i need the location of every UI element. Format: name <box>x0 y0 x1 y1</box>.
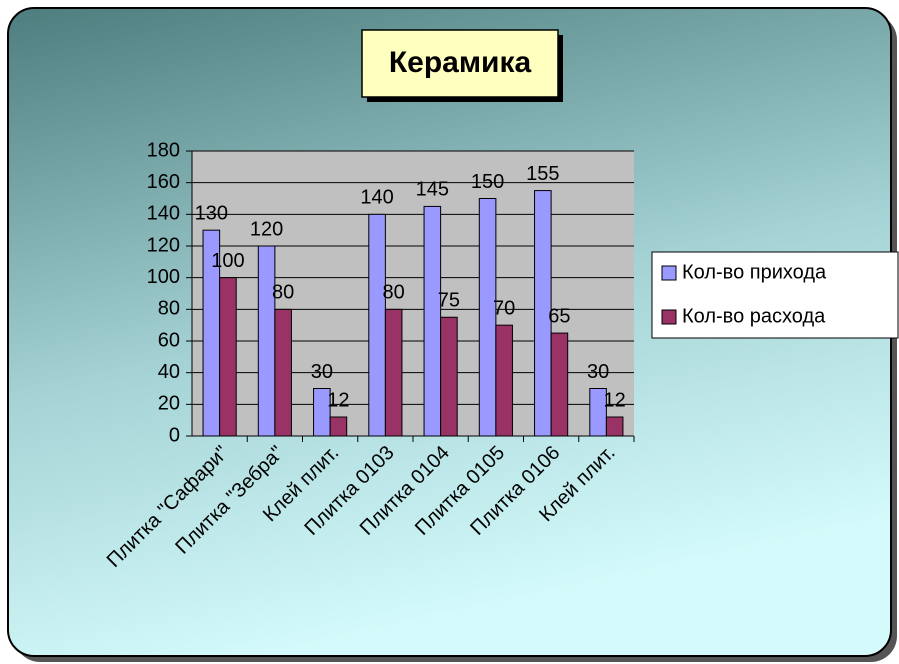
bar <box>495 324 513 437</box>
y-tick-label: 60 <box>158 329 180 351</box>
legend-swatch <box>661 309 677 325</box>
y-tick-label: 140 <box>147 203 180 225</box>
bar <box>313 388 331 437</box>
y-tick-label: 80 <box>158 298 180 320</box>
bar <box>478 198 497 437</box>
bar <box>534 190 552 437</box>
bar <box>384 308 403 437</box>
value-label: 30 <box>311 361 333 383</box>
y-tick-label: 160 <box>147 171 180 193</box>
bar <box>274 308 292 437</box>
bar <box>423 205 442 437</box>
y-tick-label: 0 <box>169 424 180 446</box>
bar <box>219 277 237 437</box>
legend-label: Кол-во расхода <box>682 305 826 327</box>
bar <box>329 416 348 437</box>
bar <box>368 213 386 437</box>
bar <box>440 316 458 437</box>
value-label: 30 <box>587 361 609 383</box>
value-label: 150 <box>471 171 504 193</box>
bar <box>589 388 607 437</box>
title-box <box>361 29 559 98</box>
legend-label: Кол-во прихода <box>682 261 827 283</box>
legend-box <box>651 251 899 339</box>
value-label: 65 <box>548 305 570 327</box>
y-tick-label: 20 <box>158 393 180 415</box>
value-label: 80 <box>272 282 294 304</box>
value-label: 120 <box>250 218 283 240</box>
value-label: 12 <box>327 389 349 411</box>
value-label: 80 <box>383 282 405 304</box>
bar <box>605 416 624 437</box>
y-tick-label: 180 <box>147 139 180 161</box>
value-label: 75 <box>438 290 460 312</box>
value-label: 140 <box>360 187 393 209</box>
chart-title: Керамика <box>389 46 532 79</box>
value-label: 145 <box>416 179 449 201</box>
value-label: 12 <box>604 389 626 411</box>
y-tick-label: 120 <box>147 234 180 256</box>
bar <box>257 245 276 437</box>
value-label: 70 <box>493 297 515 319</box>
value-label: 130 <box>195 202 228 224</box>
legend-swatch <box>661 265 677 281</box>
value-label: 100 <box>211 250 244 272</box>
y-tick-label: 100 <box>147 266 180 288</box>
value-label: 155 <box>526 163 559 185</box>
bar <box>550 332 569 437</box>
y-tick-label: 40 <box>158 361 180 383</box>
